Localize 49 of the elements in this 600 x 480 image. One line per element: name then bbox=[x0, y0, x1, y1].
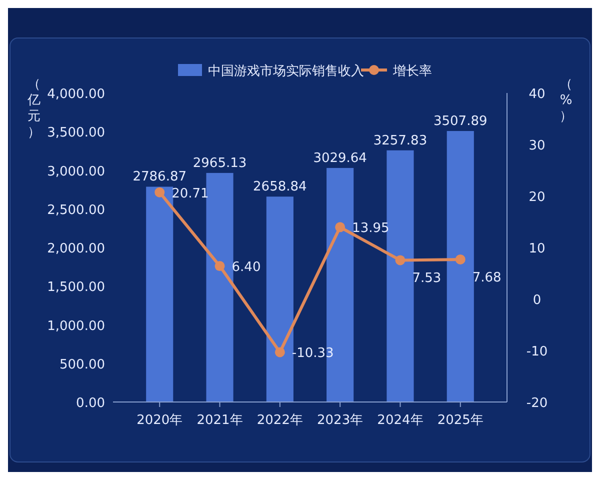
data-label: -10.33 bbox=[292, 346, 334, 362]
point bbox=[154, 187, 165, 198]
x-tick-label: 2021年 bbox=[196, 413, 243, 428]
y-tick-label: 2,000.00 bbox=[47, 242, 105, 256]
y-axis-title: （亿元） bbox=[26, 77, 40, 140]
y-tick-label: 1,000.00 bbox=[47, 318, 105, 334]
point bbox=[455, 254, 466, 264]
y-tick-label: 1,500.00 bbox=[47, 280, 105, 296]
bar bbox=[146, 186, 174, 402]
x-tick-label: 2020年 bbox=[136, 413, 183, 428]
legend-label: 中国游戏市场实际销售收入 bbox=[208, 64, 364, 79]
x-tick-label: 2023年 bbox=[317, 413, 364, 428]
data-label: 20.71 bbox=[172, 186, 209, 202]
data-label: 13.95 bbox=[352, 221, 390, 236]
bar bbox=[266, 196, 294, 402]
legend-label: 增长率 bbox=[392, 63, 432, 79]
point bbox=[274, 347, 285, 358]
y2-tick-label: 20 bbox=[528, 190, 546, 205]
data-label: 3029.64 bbox=[313, 150, 367, 166]
x-tick-label: 2025年 bbox=[437, 413, 484, 428]
x-tick-label: 2024年 bbox=[377, 413, 424, 428]
data-label: 7.53 bbox=[412, 271, 442, 286]
y-tick-label: 3,000.00 bbox=[47, 164, 105, 180]
point bbox=[395, 255, 406, 266]
data-label: 7.68 bbox=[472, 270, 502, 286]
y2-tick-label: 0 bbox=[532, 293, 542, 308]
y2-tick-label: 40 bbox=[528, 87, 546, 102]
y2-axis-title: （%） bbox=[560, 77, 572, 124]
data-label: 3507.89 bbox=[434, 114, 488, 130]
y-tick-label: 500.00 bbox=[60, 357, 105, 372]
data-label: 2965.13 bbox=[192, 156, 247, 171]
y2-tick-label: 10 bbox=[528, 242, 546, 256]
point bbox=[214, 261, 225, 272]
y-tick-label: 2,500.00 bbox=[47, 202, 105, 218]
bar bbox=[386, 150, 414, 402]
point bbox=[335, 222, 346, 232]
data-label: 6.40 bbox=[232, 260, 261, 276]
y2-tick-label: 30 bbox=[528, 138, 546, 154]
y2-tick-label: -10 bbox=[526, 344, 548, 360]
data-label: 3257.83 bbox=[373, 133, 428, 148]
bar bbox=[446, 131, 474, 402]
y-tick-label: 4,000.00 bbox=[47, 87, 105, 102]
y2-tick-label: -20 bbox=[526, 396, 548, 411]
x-tick-label: 2022年 bbox=[256, 413, 303, 428]
bar bbox=[206, 172, 234, 402]
y-tick-label: 0.00 bbox=[76, 396, 105, 411]
data-label: 2786.87 bbox=[132, 170, 186, 185]
data-label: 2658.84 bbox=[253, 180, 307, 195]
y-tick-label: 3,500.00 bbox=[47, 126, 105, 141]
